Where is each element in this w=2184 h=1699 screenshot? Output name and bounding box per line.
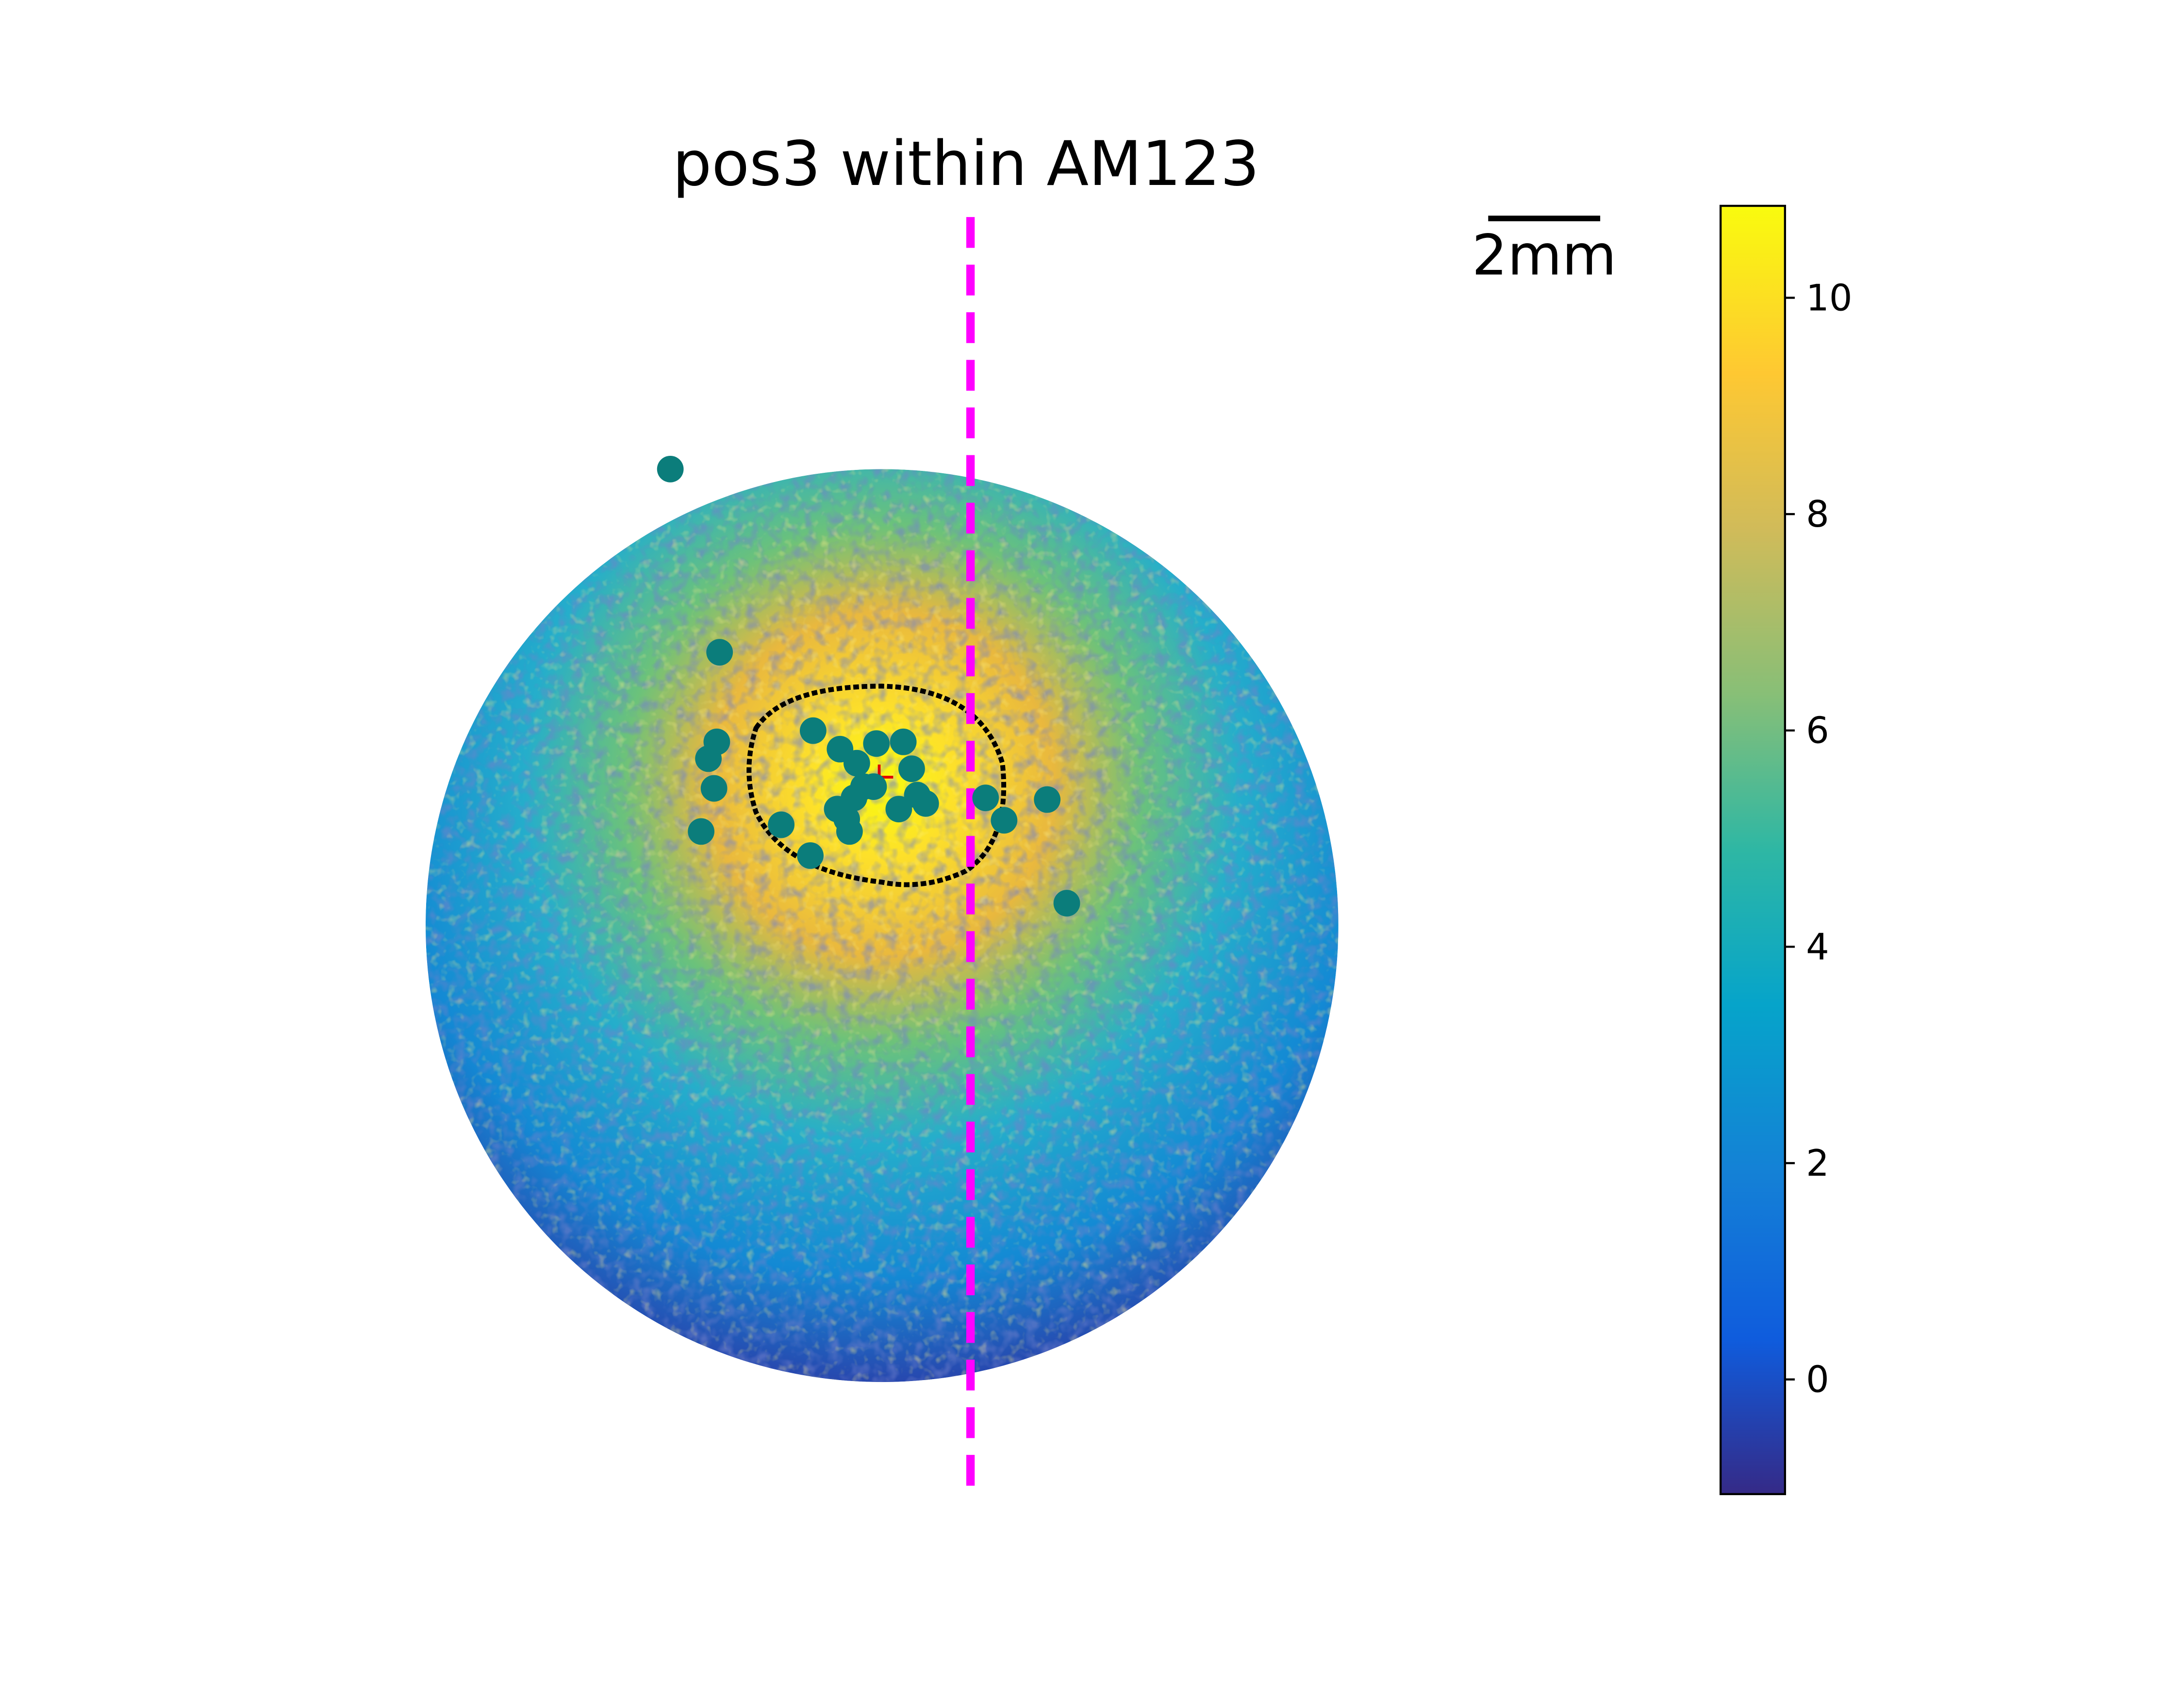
scatter-point (991, 807, 1018, 834)
chart-title: pos3 within AM123 (673, 128, 1259, 200)
scatter-point (860, 773, 887, 800)
scatter-point (1034, 786, 1061, 813)
scatter-point (688, 818, 715, 845)
scatter-point (797, 842, 824, 869)
scatter-point (1053, 890, 1080, 916)
colorbar-tick-label: 8 (1806, 493, 1829, 535)
scatter-point (700, 775, 728, 802)
scatter-point (768, 811, 795, 838)
scatter-point (843, 750, 870, 777)
scatter-point (799, 717, 827, 744)
colorbar (1720, 204, 1787, 1496)
heatmap-disc (425, 469, 1339, 1383)
scatter-point (706, 639, 733, 666)
scatter-point (890, 728, 917, 755)
colorbar-tick-label: 6 (1806, 709, 1829, 752)
scalebar-label: 2mm (1472, 223, 1617, 288)
colorbar-tick-label: 10 (1806, 276, 1852, 319)
colorbar-tick-label: 0 (1806, 1358, 1829, 1401)
scatter-point (657, 455, 684, 483)
scatter-point (972, 784, 999, 812)
scatter-point (912, 790, 939, 817)
scatter-point (863, 730, 890, 757)
scatter-point (898, 755, 925, 783)
scatter-point (885, 796, 912, 823)
scatter-point (836, 818, 863, 845)
colorbar-tick-label: 2 (1806, 1142, 1829, 1184)
scatter-point (695, 745, 722, 772)
colorbar-tick-label: 4 (1806, 925, 1829, 968)
